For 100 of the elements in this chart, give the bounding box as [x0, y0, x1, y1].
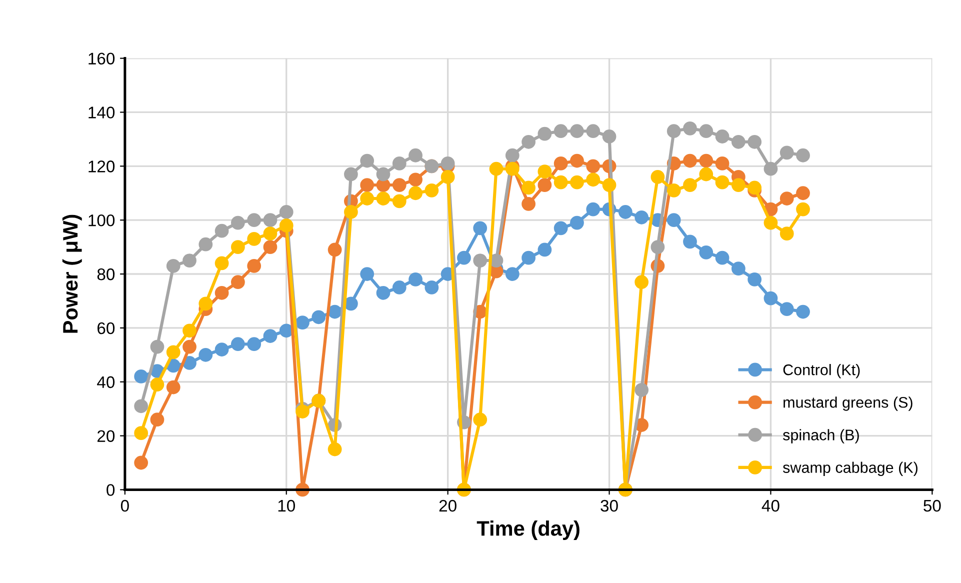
- point: [376, 192, 390, 206]
- point: [699, 167, 714, 182]
- y-tick-label: 40: [97, 376, 115, 388]
- point: [263, 329, 278, 343]
- point: [166, 258, 180, 273]
- point: [715, 250, 730, 265]
- point: [473, 254, 488, 268]
- x-axis-title: Time (day): [476, 520, 580, 540]
- point: [360, 154, 374, 168]
- y-tick-label: 80: [97, 268, 115, 280]
- point: [522, 134, 536, 149]
- legend-label: spinach (B): [782, 429, 859, 444]
- point: [699, 124, 714, 138]
- point: [344, 296, 358, 311]
- point: [586, 202, 600, 216]
- x-tick-label: 50: [924, 500, 941, 512]
- point: [360, 178, 374, 192]
- y-tick-label: 140: [88, 106, 115, 118]
- point: [602, 178, 616, 192]
- point: [182, 340, 196, 354]
- point: [134, 426, 148, 440]
- point: [570, 154, 584, 168]
- point: [764, 162, 778, 176]
- point: [440, 170, 455, 184]
- point: [683, 234, 697, 249]
- point: [344, 205, 358, 219]
- point: [408, 186, 422, 200]
- point: [699, 154, 714, 168]
- point: [618, 205, 632, 219]
- point: [796, 186, 810, 200]
- point: [683, 121, 697, 136]
- point: [505, 148, 520, 162]
- point: [166, 345, 180, 360]
- point: [780, 302, 794, 316]
- y-tick-label: 60: [98, 322, 115, 334]
- point: [247, 213, 262, 228]
- point: [392, 280, 406, 294]
- point: [392, 178, 406, 192]
- point: [570, 216, 584, 230]
- point: [328, 442, 342, 456]
- point: [780, 226, 794, 241]
- point: [360, 192, 374, 206]
- point: [279, 218, 294, 232]
- point: [634, 383, 649, 397]
- point: [666, 183, 681, 198]
- point: [538, 126, 552, 141]
- point: [214, 286, 229, 300]
- point: [634, 210, 649, 224]
- point: [214, 342, 229, 356]
- legend-label: Control (Kt): [783, 364, 860, 378]
- point: [312, 310, 326, 324]
- point: [731, 262, 746, 276]
- point: [602, 130, 616, 144]
- point: [683, 154, 697, 168]
- point: [231, 275, 245, 290]
- point: [247, 232, 262, 246]
- point: [666, 124, 681, 138]
- point: [424, 280, 439, 294]
- point: [231, 240, 245, 254]
- point: [440, 156, 455, 170]
- point: [764, 216, 778, 230]
- point: [650, 240, 665, 254]
- point: [554, 156, 568, 170]
- point: [214, 256, 229, 270]
- point: [489, 162, 504, 176]
- point: [134, 399, 148, 414]
- point: [150, 412, 164, 427]
- point: [231, 337, 245, 352]
- point: [198, 348, 213, 362]
- point: [538, 178, 552, 192]
- point: [182, 324, 196, 338]
- legend-label: swamp cabbage (K): [782, 462, 918, 476]
- point: [586, 124, 600, 138]
- point: [748, 272, 762, 286]
- y-tick-label: 100: [88, 214, 115, 226]
- x-tick-label: 30: [600, 500, 618, 512]
- point: [650, 170, 665, 184]
- point: [231, 216, 245, 230]
- point: [279, 205, 294, 219]
- point: [408, 172, 422, 187]
- point: [586, 159, 600, 174]
- point: [150, 340, 164, 354]
- point: [666, 213, 681, 228]
- point: [408, 272, 422, 286]
- point: [699, 245, 714, 260]
- point: [473, 221, 488, 236]
- point: [796, 304, 810, 319]
- point: [731, 134, 746, 149]
- point: [134, 370, 148, 384]
- point: [715, 156, 730, 170]
- point: [296, 404, 310, 418]
- point: [731, 178, 746, 192]
- point: [376, 167, 390, 182]
- point: [392, 194, 406, 208]
- point: [263, 226, 278, 241]
- point: [344, 167, 358, 182]
- point: [360, 267, 374, 281]
- point: [263, 213, 278, 228]
- x-tick-label: 40: [762, 500, 780, 512]
- point: [522, 180, 536, 195]
